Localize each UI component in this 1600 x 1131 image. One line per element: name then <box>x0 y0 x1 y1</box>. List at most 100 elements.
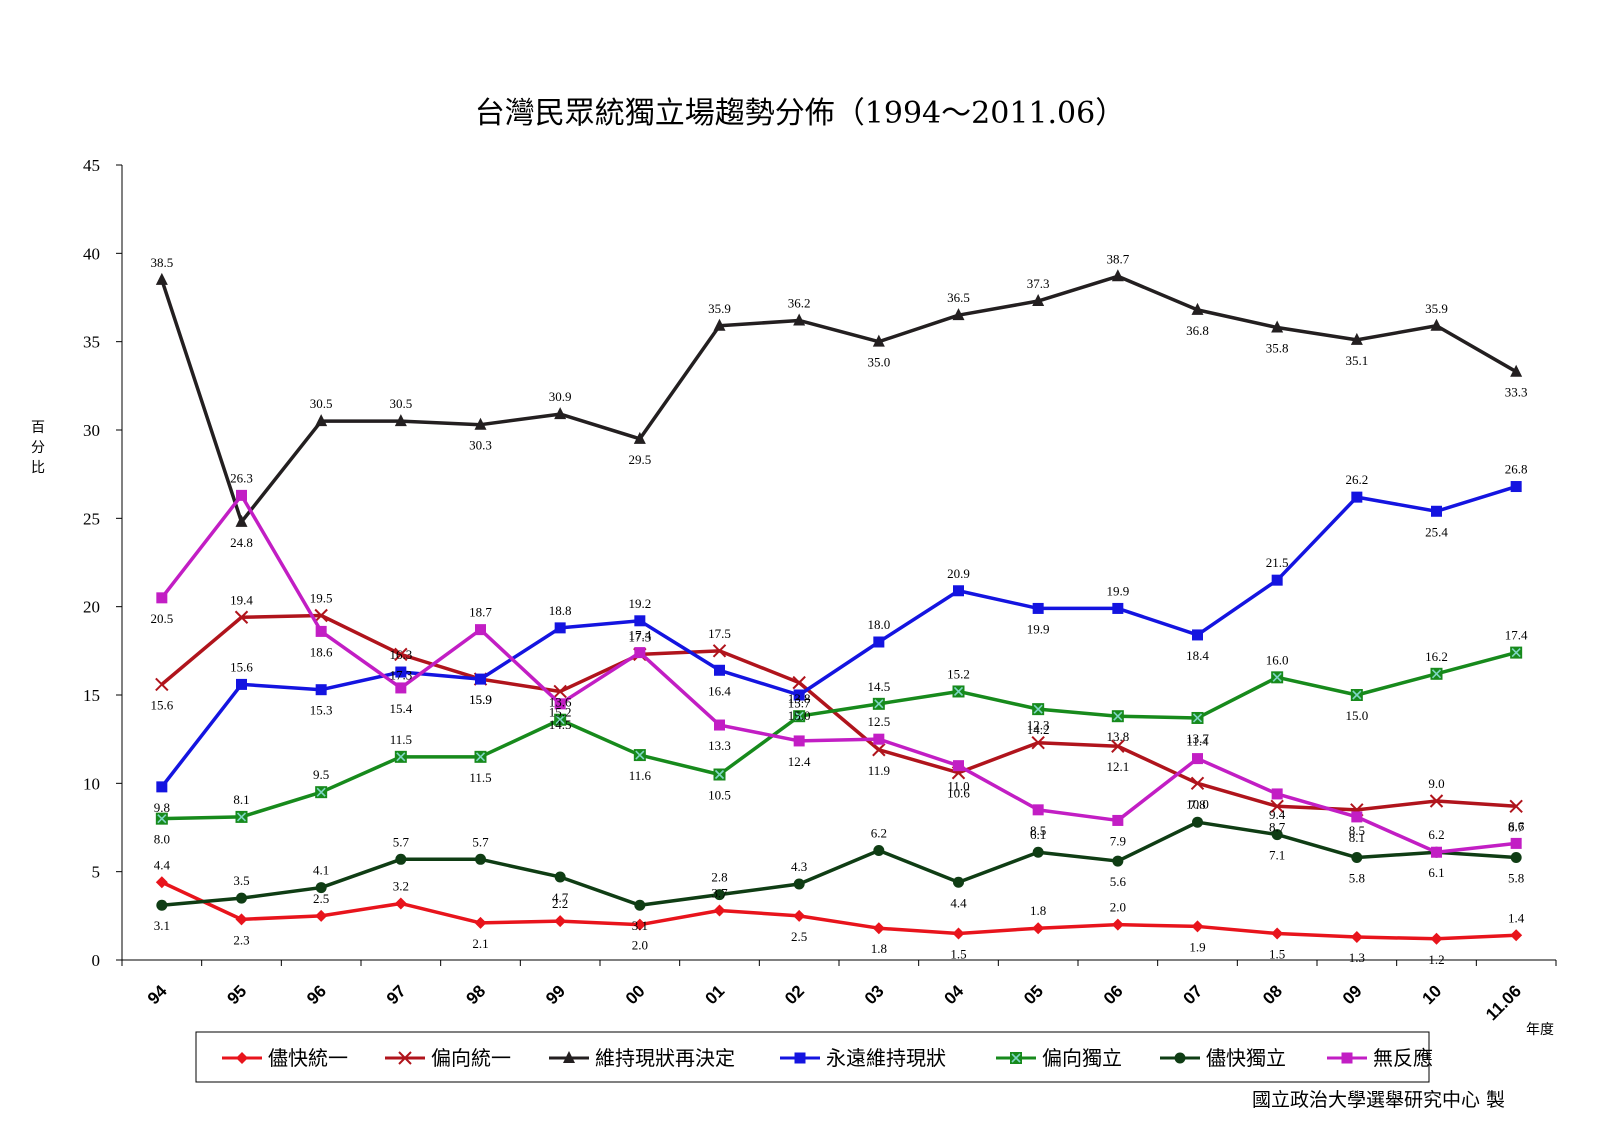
data-point-cross <box>396 752 406 762</box>
data-label: 30.5 <box>389 396 412 411</box>
data-point-cross <box>1113 711 1123 721</box>
data-point <box>156 781 168 793</box>
data-label: 1.5 <box>1269 947 1285 962</box>
data-point <box>314 608 328 623</box>
legend-item: 永遠維持現狀 <box>780 1046 946 1070</box>
data-point-shape <box>155 677 169 692</box>
data-label: 30.5 <box>310 396 333 411</box>
data-point-shape <box>633 431 646 444</box>
legend-label: 儘快獨立 <box>1206 1046 1286 1070</box>
data-label: 11.0 <box>947 779 969 794</box>
data-label: 12.1 <box>1106 759 1129 774</box>
data-point-shape <box>1032 804 1044 816</box>
data-label: 8.5 <box>1030 823 1046 838</box>
series-layer <box>155 269 1523 945</box>
data-label: 10.5 <box>708 788 731 803</box>
data-point <box>1032 846 1044 858</box>
data-point-shape <box>315 414 328 427</box>
data-point-shape <box>234 610 249 624</box>
data-point <box>1351 811 1363 823</box>
data-point-shape <box>713 318 726 331</box>
data-label: 18.4 <box>1186 648 1209 663</box>
data-point-shape <box>714 664 725 676</box>
data-label: 19.9 <box>1106 583 1129 598</box>
series-line <box>160 484 1517 788</box>
data-point <box>554 698 566 710</box>
data-point-cross <box>1352 690 1362 700</box>
data-point <box>1509 799 1523 814</box>
data-label: 8.7 <box>1508 819 1525 834</box>
data-point-cross <box>714 769 725 780</box>
data-point-shape <box>1510 929 1523 942</box>
data-label: 10.6 <box>947 786 970 801</box>
data-labels: 4.4 2.3 2.5 3.2 2.1 2.2 2.0 3.7 2.5 1.8 1.5 1.8 2.0 1… <box>150 251 1528 967</box>
data-label: 26.3 <box>230 470 253 485</box>
data-label: 3.7 <box>711 886 728 901</box>
data-label: 19.2 <box>628 596 651 611</box>
data-point <box>873 636 885 648</box>
data-point <box>1271 829 1283 841</box>
data-point-shape <box>235 514 248 527</box>
data-point <box>1510 481 1522 493</box>
data-point <box>1350 931 1363 944</box>
data-point-cross <box>1511 648 1521 658</box>
data-point <box>634 899 646 911</box>
data-label: 15.0 <box>1345 708 1368 723</box>
data-label: 1.8 <box>1030 903 1046 918</box>
data-label: 9.5 <box>313 767 329 782</box>
data-point <box>156 899 168 911</box>
data-point <box>395 682 407 694</box>
data-label: 35.0 <box>867 355 890 370</box>
data-label: 15.9 <box>469 692 492 707</box>
data-point-shape <box>315 909 328 922</box>
data-point-shape <box>1429 794 1444 808</box>
data-label: 17.4 <box>628 628 651 643</box>
data-label: 14.2 <box>1027 722 1050 737</box>
legend-swatch-marker <box>1341 1052 1353 1064</box>
data-point <box>1032 602 1044 614</box>
data-point <box>953 876 964 888</box>
data-point <box>1430 667 1443 680</box>
data-label: 15.6 <box>230 659 253 674</box>
data-label: 8.7 <box>1269 819 1286 834</box>
data-point <box>1510 646 1523 659</box>
data-point-shape <box>872 743 886 757</box>
data-point-shape <box>714 719 725 731</box>
data-point-shape <box>1431 846 1442 858</box>
data-label: 1.9 <box>1189 939 1205 954</box>
legend-swatch-marker-shape <box>1174 1052 1186 1064</box>
data-label: 15.4 <box>389 701 412 716</box>
series-line <box>161 650 1517 821</box>
data-label: 7.8 <box>1189 797 1205 812</box>
data-label: 2.5 <box>313 891 329 906</box>
data-label: 6.2 <box>871 825 887 840</box>
data-label: 25.4 <box>1425 524 1448 539</box>
data-point-shape <box>1112 814 1124 826</box>
data-label: 4.4 <box>154 857 171 872</box>
legend-swatch-marker <box>563 1051 575 1063</box>
data-point-shape <box>873 844 885 856</box>
data-label: 1.8 <box>871 941 887 956</box>
y-tick-label: 30 <box>83 421 100 440</box>
data-point <box>1351 852 1363 864</box>
data-point <box>1271 671 1284 684</box>
data-label: 11.9 <box>868 763 890 778</box>
data-point <box>1510 364 1523 377</box>
data-label: 30.9 <box>549 389 572 404</box>
data-label: 6.1 <box>1030 827 1046 842</box>
data-label: 7.1 <box>1269 848 1285 863</box>
data-point-shape <box>554 915 567 928</box>
data-label: 11.5 <box>390 732 412 747</box>
data-point <box>952 927 965 940</box>
legend-swatch-marker <box>236 1052 248 1064</box>
data-point <box>236 489 247 501</box>
data-point-shape <box>395 666 407 678</box>
data-point <box>1431 505 1442 517</box>
data-point-shape <box>1191 302 1204 315</box>
data-point-shape <box>793 735 805 747</box>
data-label: 2.0 <box>1110 900 1126 915</box>
data-point-shape <box>633 918 646 931</box>
data-label: 10.0 <box>1186 796 1209 811</box>
data-point <box>1032 804 1044 816</box>
data-label: 2.5 <box>791 929 807 944</box>
